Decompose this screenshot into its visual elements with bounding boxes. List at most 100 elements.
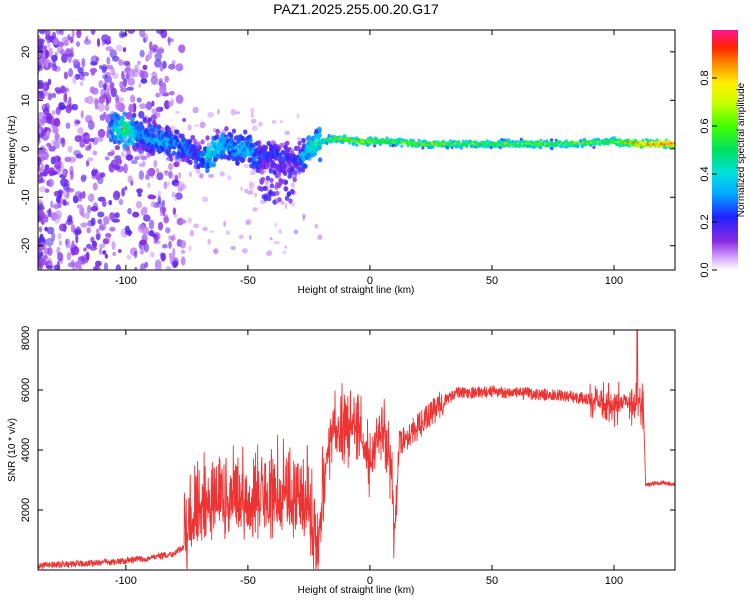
spectrogram-cell <box>409 138 413 142</box>
spectrogram-cell <box>391 144 395 148</box>
spectrogram-cell <box>286 191 291 197</box>
spectrogram-y-label: Frequency (Hz) <box>7 116 18 185</box>
spectrogram-cell <box>265 175 271 181</box>
spectrogram-cell <box>90 217 96 226</box>
spectrogram-cell <box>197 145 202 151</box>
spectrogram-cell <box>175 110 180 114</box>
spectrogram-cell <box>46 40 51 49</box>
spectrogram-cell <box>445 146 449 150</box>
spectrogram-cell <box>114 145 121 151</box>
spectrogram-cell <box>114 212 120 219</box>
snr-y-label: SNR (10 * v/v) <box>7 418 18 482</box>
spectrogram-cell <box>271 120 277 124</box>
spectrogram-cell <box>46 142 52 148</box>
spectrogram-cell <box>167 181 171 187</box>
spectrogram-cell <box>87 157 94 162</box>
spectrogram-cell <box>306 135 312 141</box>
spectrogram-cell <box>85 135 90 142</box>
spectrogram-cell <box>39 258 47 266</box>
spectrogram-cell <box>90 55 99 65</box>
spectrogram-cell <box>280 200 285 205</box>
spectrogram-cell <box>115 113 120 119</box>
spectrogram-cell <box>615 142 619 146</box>
spectrogram-cell <box>202 226 208 232</box>
spectrogram-cell <box>61 53 68 64</box>
spectrogram-cell <box>208 173 215 178</box>
spectrogram-cell <box>266 196 272 202</box>
spectrogram-cell <box>582 139 586 143</box>
spectrogram-cell <box>214 141 219 147</box>
spectrogram-cell <box>71 240 75 248</box>
spectrogram-cell <box>162 243 168 249</box>
spectrogram-cell <box>195 167 201 175</box>
spectrogram-cell <box>226 175 232 181</box>
spectrogram-cell <box>573 142 576 145</box>
spectrogram-cell <box>54 51 58 60</box>
spectrogram-cell <box>171 233 177 241</box>
spectrogram-cell <box>147 117 152 123</box>
snr-line <box>38 330 675 570</box>
spectrogram-cell <box>89 137 95 143</box>
spectrogram-cell <box>63 71 69 80</box>
spectrogram-cell <box>138 170 145 181</box>
spectrogram-cell <box>178 44 186 53</box>
spectrogram-cell <box>582 141 584 145</box>
spectrogram-cell <box>139 125 145 131</box>
spectrogram-cell <box>171 150 177 156</box>
spectrogram-cell <box>81 174 87 181</box>
spectrogram-cell <box>211 162 217 168</box>
spectrogram-cell <box>147 194 156 200</box>
spectrogram-cell <box>301 137 306 144</box>
spectrogram-cell <box>168 163 173 171</box>
spectrogram-cell <box>67 53 72 63</box>
spectrogram-cell <box>77 256 86 262</box>
spectrogram-cell <box>48 47 53 58</box>
spectrogram-cell <box>75 120 81 125</box>
spectrogram-cell <box>188 159 193 165</box>
spectrogram-cell <box>122 47 127 53</box>
y-tick-label: 10 <box>20 94 32 106</box>
spectrogram-cell <box>103 216 110 225</box>
spectrogram-cell <box>150 201 155 208</box>
spectrogram-cell <box>156 172 164 181</box>
spectrogram-cell <box>546 142 550 146</box>
spectrogram-cell <box>45 49 50 59</box>
x-tick-label: 50 <box>486 575 498 587</box>
spectrogram-cell <box>149 48 157 54</box>
spectrogram-cell <box>521 142 523 146</box>
spectrogram-cell <box>504 139 508 143</box>
spectrogram-cell <box>57 252 64 262</box>
spectrogram-cell <box>355 143 359 147</box>
spectrogram-cell <box>83 247 87 252</box>
spectrogram-cell <box>138 153 145 159</box>
spectrogram-cell <box>219 171 225 177</box>
x-tick-label: 100 <box>605 275 623 287</box>
spectrogram-cell <box>45 130 51 137</box>
spectrogram-cell <box>162 82 166 90</box>
spectrogram-cell <box>579 138 583 143</box>
spectrogram-cell <box>54 161 59 167</box>
spectrogram-cell <box>618 144 622 148</box>
snr-y-ticks: 2000 4000 6000 8000 <box>20 326 675 522</box>
snr-x-label: Height of straight line (km) <box>298 585 415 596</box>
spectrogram-cell <box>86 95 94 105</box>
spectrogram-cell <box>96 233 101 241</box>
spectrogram-cell <box>607 139 611 143</box>
spectrogram-cell <box>85 251 90 261</box>
spectrogram-cell <box>461 139 465 143</box>
spectrogram-cell <box>262 185 267 191</box>
spectrogram-cell <box>151 71 158 79</box>
spectrogram-cell <box>91 169 97 176</box>
spectrogram-cell <box>69 36 74 44</box>
spectrogram-cell <box>48 145 56 152</box>
spectrogram-cell <box>644 144 648 148</box>
spectrogram-cell <box>544 142 546 146</box>
spectrogram-cell <box>158 80 164 87</box>
spectrogram-cell <box>199 121 206 129</box>
spectrogram-cell <box>79 192 83 199</box>
spectrogram-cell <box>80 75 86 82</box>
spectrogram-cell <box>171 192 176 198</box>
spectrogram-cell <box>80 175 87 183</box>
spectrogram-cell <box>276 172 282 178</box>
spectrogram-cell <box>621 139 625 144</box>
